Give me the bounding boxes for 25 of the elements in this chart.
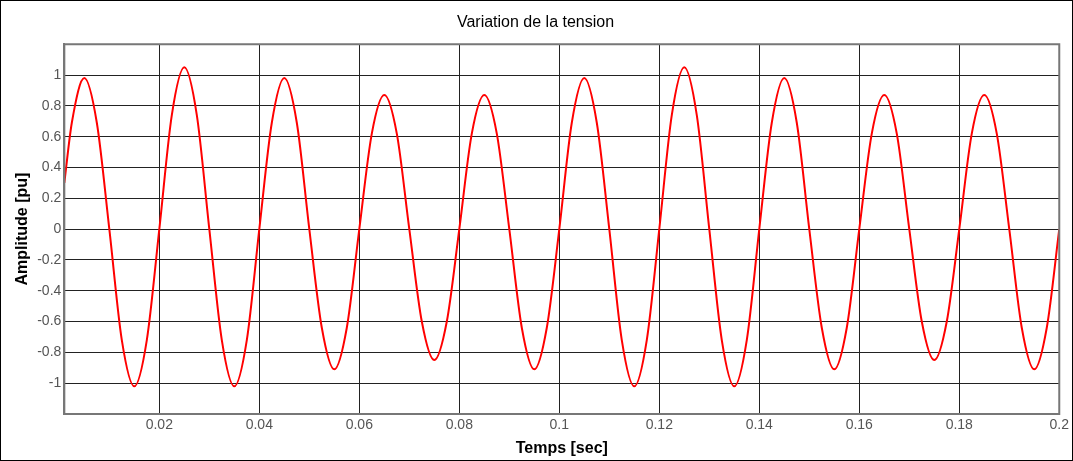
x-tick-label: 0.12 — [645, 416, 674, 433]
y-tick-label: -1 — [48, 374, 62, 391]
x-tick-label: 0.1 — [549, 416, 570, 433]
y-tick-label: 0.4 — [41, 158, 62, 175]
line-series — [64, 66, 1060, 388]
y-tick-label: -0.4 — [37, 281, 62, 298]
y-tick-label: 1 — [53, 65, 62, 82]
y-tick-label: 0.6 — [41, 127, 62, 144]
y-tick-label: -0.2 — [37, 250, 62, 267]
y-tick-label: 0 — [53, 219, 62, 236]
x-axis-title: Temps [sec] — [515, 438, 608, 456]
x-tick-label: 0.2 — [1049, 416, 1070, 433]
y-tick-label: -0.8 — [37, 343, 62, 360]
x-tick-label: 0.16 — [845, 416, 874, 433]
x-tick-label: 0.04 — [245, 416, 274, 433]
x-tick-label: 0.02 — [145, 416, 174, 433]
y-axis-title: Amplitude [pu] — [13, 172, 31, 286]
x-tick-label: 0.18 — [945, 416, 974, 433]
y-tick-label: 0.8 — [41, 96, 62, 113]
y-tick-label: -0.6 — [37, 312, 62, 329]
x-tick-label: 0.08 — [445, 416, 474, 433]
x-tick-label: 0.14 — [745, 416, 774, 433]
chart-title: Variation de la tension — [456, 13, 615, 31]
y-tick-label: 0.2 — [41, 189, 62, 206]
x-tick-label: 0.06 — [345, 416, 374, 433]
